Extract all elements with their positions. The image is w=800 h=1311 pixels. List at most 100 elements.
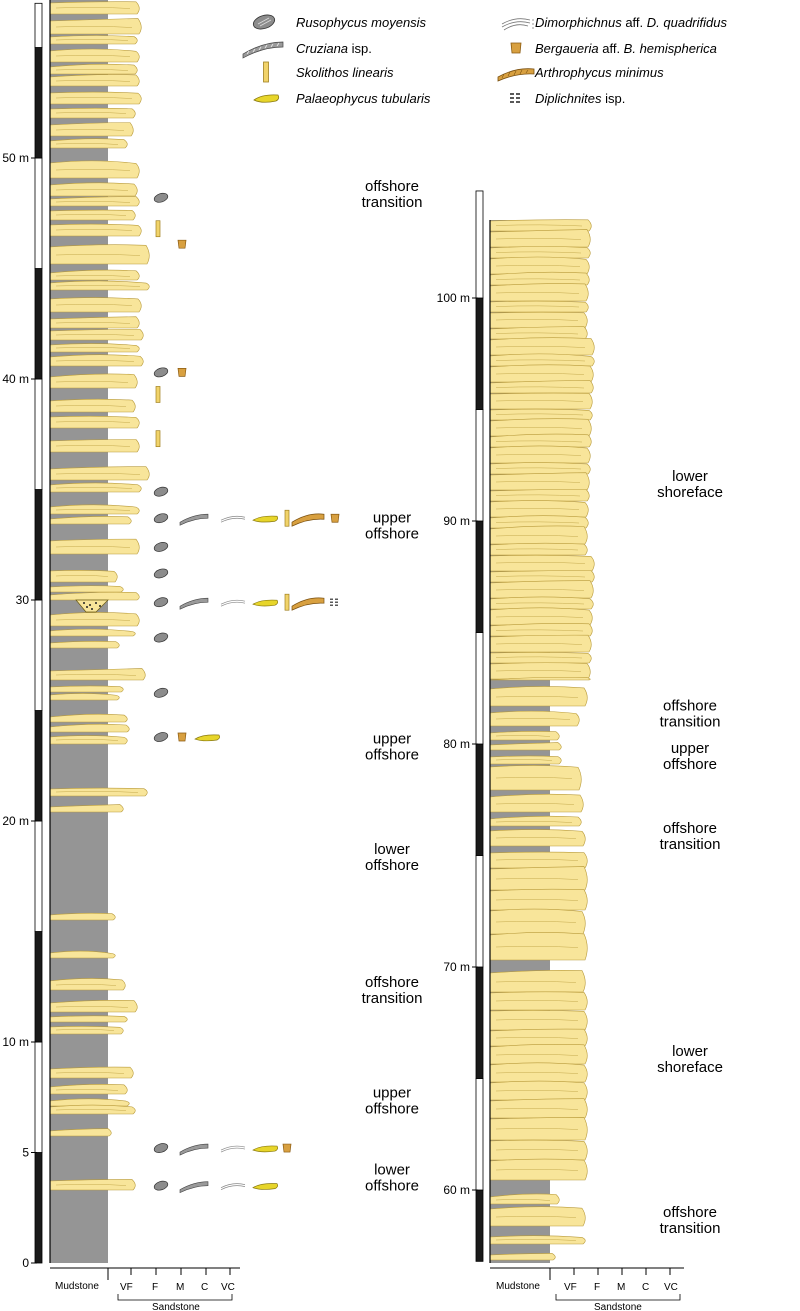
right-log: 100 m 90 m 80 m 70 m 60 m lower shoreface offs… <box>437 190 723 1263</box>
sandstone-bed <box>49 912 116 921</box>
sandstone-bed <box>49 591 140 601</box>
sandstone-bed <box>49 329 144 341</box>
bed-lamination <box>495 1128 579 1130</box>
arthrophycus-icon <box>497 68 535 82</box>
dimorphichnus-trace-icon <box>220 1183 246 1190</box>
bergaueria-icon <box>510 42 522 54</box>
sandstone-bed <box>49 570 118 583</box>
environment-label: upper offshore <box>365 731 419 764</box>
palaeophycus-trace-icon <box>252 515 279 523</box>
bed-lamination <box>495 1037 579 1039</box>
left-axis-f: F <box>152 1282 158 1293</box>
sandstone-bed <box>49 1098 130 1107</box>
legend-label-palaeophycus: Palaeophycus tubularis <box>296 91 431 106</box>
right-axis-mudstone: Mudstone <box>496 1281 540 1292</box>
rusophycus-trace-icon <box>153 568 169 579</box>
environment-label: upper offshore <box>365 1084 419 1117</box>
bergaueria-trace-icon <box>177 368 187 377</box>
environment-label: lower shoreface <box>657 468 723 501</box>
bed-lamination <box>55 143 119 145</box>
scale-bar-segment <box>475 632 484 745</box>
sandstone-bed <box>49 63 138 75</box>
sandstone-bed <box>49 269 140 281</box>
left-axis-vf: VF <box>120 1282 133 1293</box>
bed-lamination <box>495 305 580 308</box>
right-axis-c: C <box>642 1282 649 1293</box>
rusophycus-trace-icon <box>153 367 169 378</box>
bed-lamination <box>55 129 125 131</box>
bed-lamination <box>495 878 579 880</box>
sandstone-bed <box>489 1139 588 1161</box>
bed-lamination <box>55 169 131 171</box>
rusophycus-trace-icon <box>153 732 169 742</box>
bed-lamination <box>495 735 551 737</box>
arthrophycus-trace-icon <box>291 513 325 527</box>
bergaueria-trace-icon <box>177 239 187 249</box>
left-axis-c: C <box>201 1282 208 1293</box>
bed-lamination <box>495 899 579 901</box>
scale-tick-label: 0 <box>22 1256 29 1270</box>
bed-lamination <box>55 26 133 28</box>
sandstone-bed <box>489 815 582 827</box>
sandstone-bed <box>489 676 591 681</box>
bed-lamination <box>55 405 127 407</box>
sandstone-bed <box>489 433 592 448</box>
right-scale-ticks: 100 m 90 m 80 m 70 m 60 m <box>437 291 478 1197</box>
left-axis-m: M <box>176 1282 184 1293</box>
scale-bar-segment <box>34 378 43 490</box>
scale-tick-label: 40 m <box>2 372 29 386</box>
scale-bar-segment <box>475 190 484 299</box>
bed-lamination <box>55 201 131 203</box>
sandstone-bed <box>489 525 588 545</box>
bed-lamination <box>495 427 583 429</box>
scale-tick-label: 100 m <box>437 291 470 305</box>
bed-lamination <box>55 285 141 287</box>
sandstone-bed <box>49 723 130 733</box>
sandstone-bed <box>489 462 591 475</box>
rusophycus-trace-icon <box>153 1180 169 1191</box>
legend-label-rusophycus: Rusophycus moyensis <box>296 15 427 30</box>
sandstone-bed <box>49 640 120 649</box>
bed-lamination <box>55 69 129 71</box>
scale-bar-segment <box>34 820 43 932</box>
bed-lamination <box>495 373 585 375</box>
bed-lamination <box>495 319 579 321</box>
sandstone-bed <box>489 1235 586 1245</box>
sandstone-bed <box>489 970 586 993</box>
legend-label-diplichnites: Diplichnites isp. <box>535 91 625 106</box>
sandstone-bed <box>489 755 562 765</box>
bed-lamination <box>495 859 579 861</box>
bed-lamination <box>495 759 553 761</box>
bed-lamination <box>495 589 585 591</box>
legend-label-bergaueria: Bergaueria aff. B. hemispherica <box>535 41 717 56</box>
bed-lamination <box>495 292 580 294</box>
sandstone-bed <box>49 415 140 429</box>
sandstone-bed <box>49 950 116 959</box>
dimorphichnus-trace-icon <box>220 1145 246 1153</box>
sandstone-bed <box>49 1 140 15</box>
sandstone-bed <box>489 554 595 572</box>
bed-lamination <box>495 265 581 267</box>
dimorphichnus-trace-icon <box>220 515 246 523</box>
bed-lamination <box>495 467 582 470</box>
scale-bar-segment <box>34 710 43 822</box>
bed-lamination <box>55 39 129 41</box>
scale-tick-label: 90 m <box>443 514 470 528</box>
legend: Rusophycus moyensis Cruziana isp. Skolit… <box>242 14 727 106</box>
scale-bar-segment <box>34 157 43 269</box>
sandstone-bed <box>49 1179 136 1191</box>
sandstone-bed <box>49 297 142 313</box>
bed-lamination <box>55 229 133 231</box>
scale-tick-label: 10 m <box>2 1035 29 1049</box>
sandstone-bed <box>489 271 590 286</box>
conglomerate-lens <box>75 599 109 613</box>
scale-bar-segment <box>475 409 484 522</box>
left-scale-ticks: 50 m 40 m 30 20 m 10 m 5 0 <box>2 151 37 1270</box>
scale-bar-segment <box>34 489 43 601</box>
bed-lamination <box>495 548 579 551</box>
rusophycus-trace-icon <box>153 632 169 643</box>
scale-tick-label: 80 m <box>443 737 470 751</box>
bed-lamination <box>495 602 585 605</box>
sandstone-bed <box>49 373 138 389</box>
